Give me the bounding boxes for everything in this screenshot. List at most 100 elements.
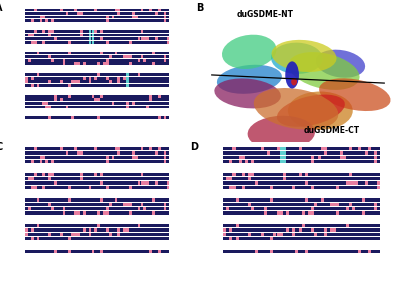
- Bar: [292, 228, 295, 231]
- Bar: [48, 106, 51, 108]
- Ellipse shape: [272, 40, 336, 72]
- Bar: [314, 203, 317, 206]
- Bar: [100, 250, 103, 253]
- Bar: [149, 95, 152, 98]
- Bar: [251, 173, 254, 176]
- Bar: [34, 173, 36, 176]
- Bar: [308, 211, 311, 215]
- Bar: [129, 55, 132, 58]
- Bar: [349, 203, 352, 206]
- Bar: [34, 186, 36, 189]
- Bar: [129, 41, 132, 44]
- Bar: [25, 80, 28, 83]
- Bar: [299, 228, 302, 231]
- Ellipse shape: [271, 43, 323, 74]
- Bar: [223, 181, 380, 185]
- Bar: [129, 63, 132, 65]
- Bar: [40, 156, 42, 159]
- Bar: [223, 224, 380, 227]
- Bar: [336, 186, 340, 189]
- Bar: [283, 177, 286, 180]
- Bar: [126, 203, 129, 206]
- Bar: [283, 151, 286, 155]
- Bar: [324, 228, 327, 231]
- Text: A: A: [0, 3, 3, 13]
- Bar: [123, 55, 126, 58]
- Bar: [89, 41, 91, 44]
- Bar: [299, 147, 302, 151]
- Text: C: C: [0, 142, 2, 152]
- Bar: [31, 186, 34, 189]
- Bar: [164, 156, 166, 159]
- Bar: [25, 177, 170, 180]
- Bar: [358, 250, 362, 253]
- Bar: [321, 198, 324, 202]
- Bar: [333, 228, 336, 231]
- Bar: [89, 34, 91, 37]
- Bar: [123, 228, 126, 231]
- Bar: [31, 177, 34, 180]
- Bar: [25, 207, 170, 210]
- Bar: [31, 237, 34, 240]
- Bar: [83, 211, 86, 215]
- Bar: [261, 147, 264, 151]
- Bar: [68, 41, 71, 44]
- Bar: [333, 203, 336, 206]
- Bar: [80, 151, 83, 155]
- Bar: [144, 37, 146, 40]
- Bar: [138, 224, 140, 227]
- Ellipse shape: [222, 35, 276, 69]
- Bar: [25, 160, 170, 163]
- Bar: [280, 151, 283, 155]
- Bar: [166, 186, 169, 189]
- Bar: [37, 198, 40, 202]
- Bar: [106, 156, 109, 159]
- Bar: [292, 233, 295, 236]
- Bar: [138, 73, 140, 76]
- Bar: [25, 73, 170, 76]
- Bar: [324, 147, 327, 151]
- Bar: [368, 250, 371, 253]
- Ellipse shape: [217, 65, 282, 94]
- Bar: [77, 211, 80, 215]
- Bar: [330, 228, 333, 231]
- Bar: [311, 156, 314, 159]
- Bar: [25, 203, 170, 206]
- Bar: [264, 211, 267, 215]
- Bar: [314, 233, 317, 236]
- Bar: [51, 19, 54, 22]
- Bar: [248, 177, 251, 180]
- Text: duGSDME-CT: duGSDME-CT: [303, 126, 359, 135]
- Bar: [152, 211, 155, 215]
- Bar: [280, 151, 283, 155]
- Bar: [92, 250, 94, 253]
- Bar: [54, 98, 57, 101]
- Bar: [80, 34, 83, 37]
- Bar: [135, 156, 138, 159]
- Bar: [132, 102, 135, 105]
- Bar: [100, 198, 103, 202]
- Bar: [223, 211, 380, 215]
- Bar: [28, 177, 31, 180]
- Bar: [25, 211, 170, 215]
- Bar: [94, 173, 97, 176]
- Bar: [321, 147, 324, 151]
- Bar: [89, 77, 91, 80]
- Bar: [146, 181, 149, 185]
- Bar: [362, 198, 365, 202]
- Bar: [276, 233, 280, 236]
- Bar: [89, 233, 91, 236]
- Bar: [77, 12, 80, 15]
- Bar: [132, 156, 135, 159]
- Bar: [25, 80, 170, 83]
- Bar: [74, 233, 77, 236]
- Bar: [155, 12, 158, 15]
- Bar: [138, 59, 140, 62]
- Bar: [25, 59, 170, 62]
- Bar: [25, 77, 28, 80]
- Bar: [223, 177, 380, 180]
- Bar: [68, 84, 71, 87]
- Bar: [232, 173, 236, 176]
- Bar: [60, 98, 62, 101]
- Bar: [45, 160, 48, 163]
